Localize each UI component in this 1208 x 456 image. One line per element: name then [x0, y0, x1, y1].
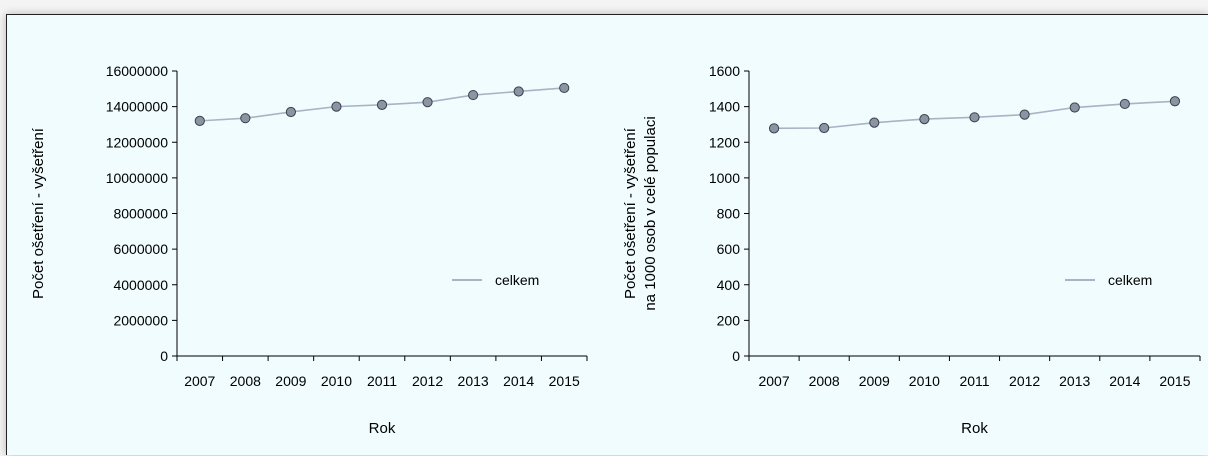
x-axis-title: Rok [961, 420, 988, 437]
x-tick-label: 2010 [321, 373, 352, 389]
figure-panel: 0 2000000 4000000 6000000 8000000 10000000 120… [6, 14, 1208, 455]
charts-svg: 0 2000000 4000000 6000000 8000000 10000000 120… [30, 63, 1201, 437]
x-tick-label: 2008 [809, 373, 840, 389]
data-point [869, 117, 880, 128]
y-tick-label: 16000000 [106, 63, 169, 79]
y-tick-label: 600 [717, 241, 741, 257]
chart-2: 0 200 400 600 800 1000 1200 1400 1600 2007 2008 200… [622, 63, 1201, 437]
data-point [422, 97, 433, 108]
x-tick-label: 2010 [909, 373, 940, 389]
y-tick-label: 800 [717, 206, 741, 222]
data-point [919, 113, 930, 125]
data-point [468, 89, 479, 101]
x-tick-label: 2015 [1159, 373, 1190, 389]
y-axis-title: Počet ošetření - vyšetření [30, 127, 47, 299]
x-tick-label: 2013 [1059, 373, 1090, 389]
x-tick-label: 2007 [184, 373, 215, 389]
x-tick-label: 2015 [549, 373, 580, 389]
x-tick-label: 2009 [275, 373, 306, 389]
chart-1: 0 2000000 4000000 6000000 8000000 10000000 120… [30, 63, 588, 437]
y-tick-label: 1600 [709, 63, 740, 79]
y-tick-label: 2000000 [113, 312, 168, 328]
y-tick-label: 0 [732, 348, 740, 364]
x-tick-label: 2014 [1109, 373, 1140, 389]
data-point [969, 112, 980, 123]
x-tick-label: 2008 [230, 373, 261, 389]
y-tick-label: 14000000 [106, 99, 169, 115]
data-point [1019, 109, 1030, 120]
y-tick-label: 0 [160, 348, 168, 364]
y-tick-label: 6000000 [113, 241, 168, 257]
data-point [331, 101, 342, 112]
x-tick-label: 2007 [758, 373, 789, 389]
data-point [194, 115, 205, 126]
data-point [285, 106, 296, 118]
data-point [1169, 96, 1181, 107]
data-point [240, 113, 251, 124]
y-tick-label: 8000000 [113, 206, 168, 222]
x-tick-label: 2014 [503, 373, 534, 389]
y-tick-label: 12000000 [106, 134, 169, 150]
y-axis-title: na 1000 osob v celé populaci [642, 116, 659, 310]
x-tick-label: 2012 [412, 373, 443, 389]
x-axis-title: Rok [369, 420, 396, 437]
data-point [1069, 102, 1080, 113]
x-tick-label: 2011 [959, 373, 989, 389]
y-tick-label: 1000 [709, 170, 740, 186]
y-tick-label: 1200 [709, 134, 740, 150]
data-point [513, 86, 524, 97]
data-point [768, 123, 780, 134]
y-axis-title: Počet ošetření - vyšetření [622, 127, 639, 299]
data-point [559, 82, 570, 94]
x-tick-label: 2009 [859, 373, 890, 389]
x-tick-label: 2011 [367, 373, 397, 389]
data-point [376, 99, 388, 110]
y-tick-label: 400 [717, 277, 741, 293]
legend-label: celkem [1108, 272, 1152, 288]
y-tick-label: 4000000 [113, 277, 168, 293]
data-point [1119, 98, 1130, 110]
x-tick-label: 2013 [458, 373, 489, 389]
legend-label: celkem [495, 272, 539, 288]
y-tick-label: 10000000 [106, 170, 169, 186]
data-point [819, 122, 830, 134]
x-tick-label: 2012 [1009, 373, 1040, 389]
y-tick-label: 1400 [709, 99, 740, 115]
y-tick-label: 200 [717, 312, 741, 328]
